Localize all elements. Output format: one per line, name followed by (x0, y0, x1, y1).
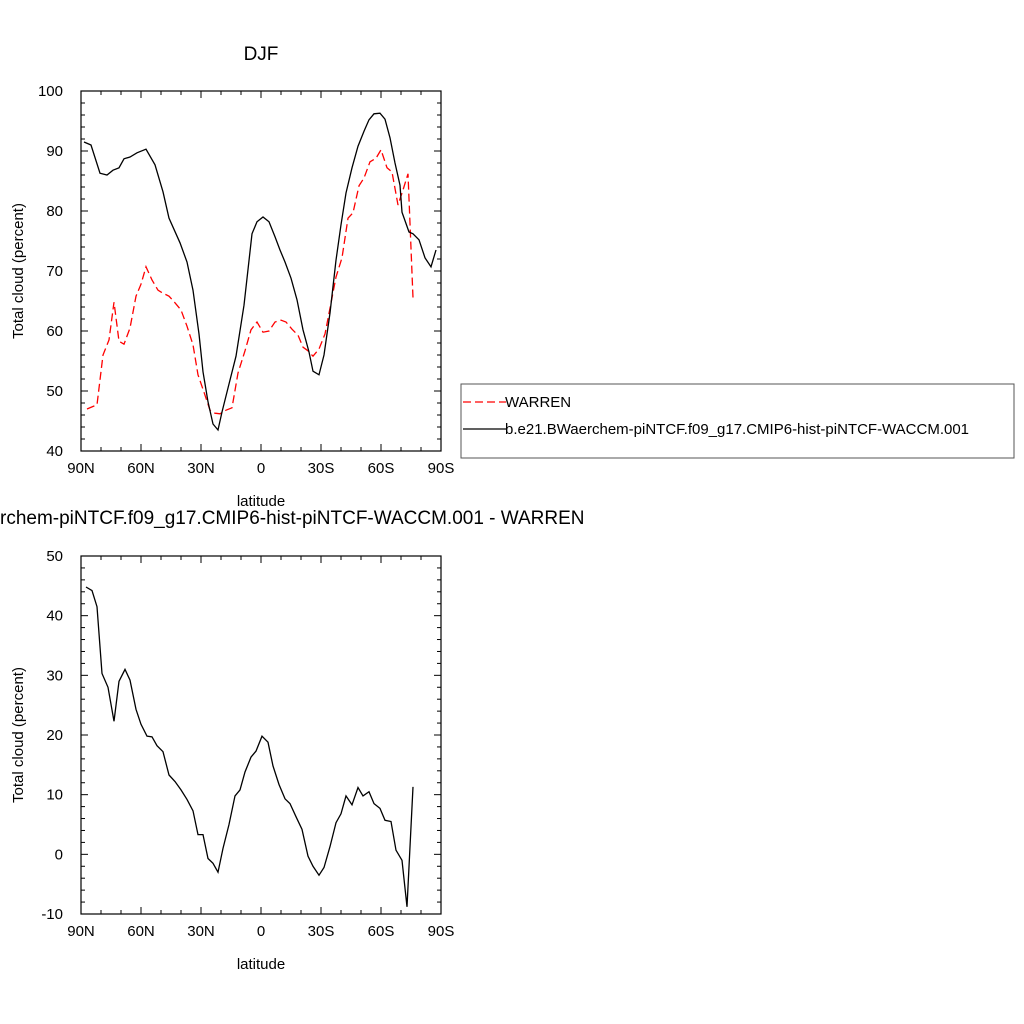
data-line (86, 148, 414, 415)
y-tick-label: 0 (55, 846, 63, 863)
x-tick-label: 0 (257, 460, 265, 477)
chart-title: rchem-piNTCF.f09_g17.CMIP6-hist-piNTCF-W… (0, 508, 585, 529)
x-tick-label: 90N (67, 923, 95, 940)
y-tick-label: -10 (41, 906, 63, 923)
x-tick-label: 60S (368, 460, 395, 477)
plot-frame (80, 90, 442, 452)
y-tick-label: 80 (46, 203, 63, 220)
y-tick-label: 40 (46, 608, 63, 625)
legend-box (460, 383, 1015, 459)
x-tick-label: 90N (67, 460, 95, 477)
y-tick-label: 50 (46, 548, 63, 565)
plot-frame (80, 555, 442, 915)
legend: WARREN b.e21.BWaerchem-piNTCF.f09_g17.CMI… (460, 383, 1015, 459)
x-tick-label: 30S (308, 460, 335, 477)
x-tick-label: 60S (368, 923, 395, 940)
y-tick-label: 10 (46, 787, 63, 804)
x-axis-label: latitude (237, 493, 285, 510)
y-tick-label: 100 (38, 83, 63, 100)
y-tick-label: 90 (46, 143, 63, 160)
y-axis-label: Total cloud (percent) (10, 667, 27, 803)
x-axis-label: latitude (237, 956, 285, 973)
y-tick-label: 30 (46, 667, 63, 684)
legend-label: WARREN (505, 394, 571, 411)
x-tick-label: 90S (428, 923, 455, 940)
y-tick-label: 20 (46, 727, 63, 744)
x-tick-label: 30N (187, 460, 215, 477)
legend-label: b.e21.BWaerchem-piNTCF.f09_g17.CMIP6-his… (505, 421, 969, 438)
x-tick-label: 60N (127, 923, 155, 940)
x-tick-label: 0 (257, 923, 265, 940)
x-tick-label: 30S (308, 923, 335, 940)
y-tick-label: 40 (46, 443, 63, 460)
data-line (85, 586, 414, 907)
y-tick-label: 50 (46, 383, 63, 400)
y-tick-label: 60 (46, 323, 63, 340)
data-line (83, 112, 437, 432)
chart-title: DJF (244, 44, 279, 65)
x-tick-label: 30N (187, 923, 215, 940)
y-axis-label: Total cloud (percent) (10, 203, 27, 339)
x-tick-label: 60N (127, 460, 155, 477)
y-tick-label: 70 (46, 263, 63, 280)
x-tick-label: 90S (428, 460, 455, 477)
